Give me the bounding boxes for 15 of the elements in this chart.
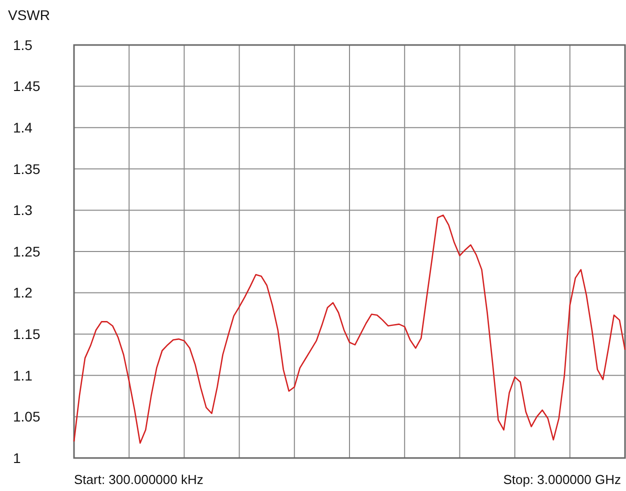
y-tick-label: 1.4: [13, 120, 33, 136]
y-tick-label: 1.15: [13, 326, 40, 342]
text: Stop: 3.000000 GHz: [503, 472, 621, 487]
y-tick-label: 1.25: [13, 243, 40, 260]
y-axis-title: VSWR: [8, 7, 50, 23]
y-tick-label: 1.5: [13, 36, 33, 53]
y-tick-label: 1.2: [13, 284, 33, 301]
y-tick-label: 1.45: [13, 78, 40, 94]
y-tick-label: 1.05: [13, 408, 40, 425]
y-tick-label: 1.1: [13, 367, 33, 384]
y-tick-label: 1: [13, 450, 21, 466]
text: Start: 300.000000 kHz: [74, 472, 204, 487]
y-tick-label: 1.35: [13, 160, 40, 177]
y-tick-label: 1.3: [13, 202, 33, 218]
line-series: [73, 214, 626, 444]
